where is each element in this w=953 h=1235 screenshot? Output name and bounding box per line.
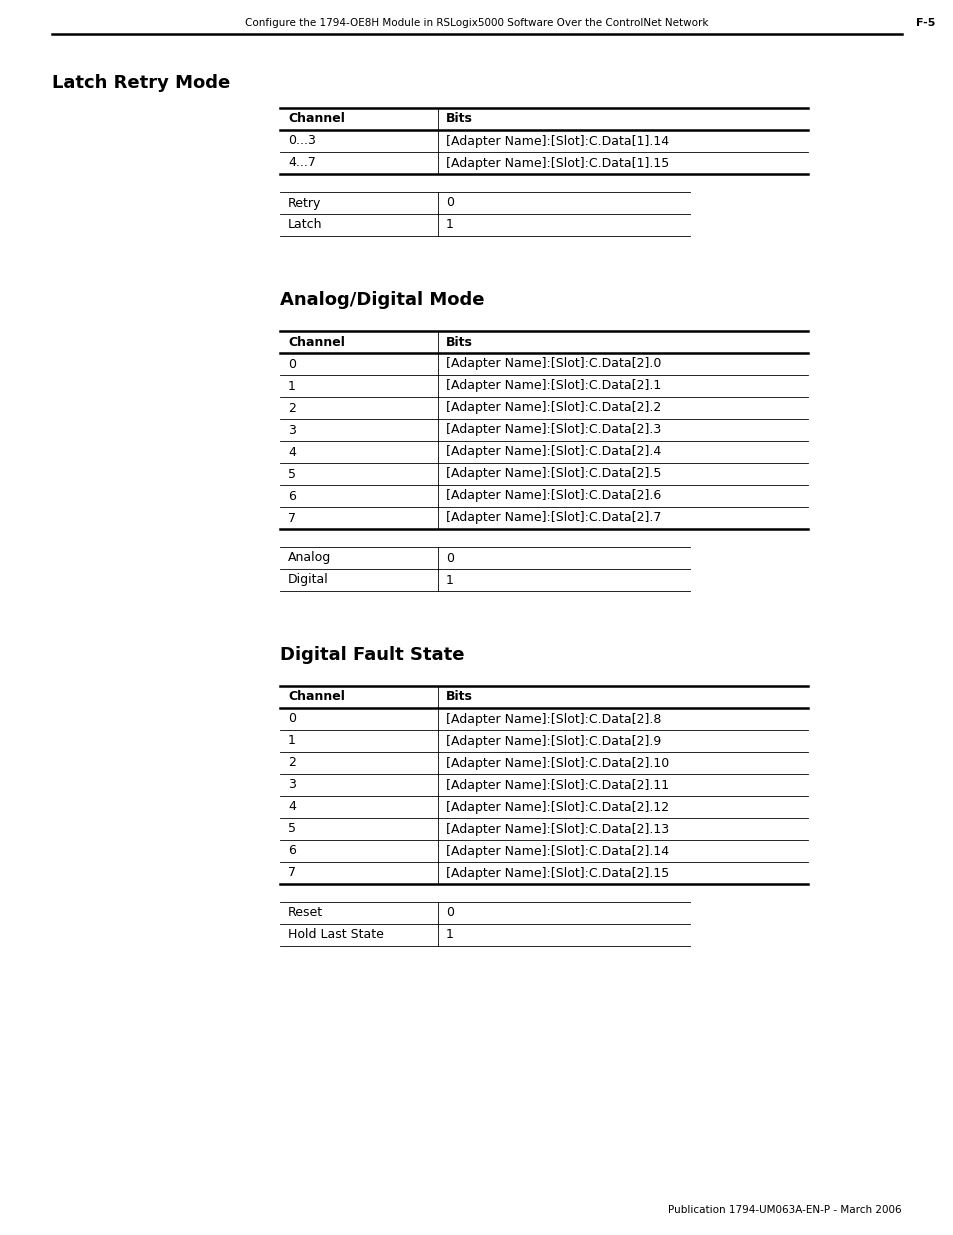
Text: [Adapter Name]:[Slot]:C.Data[2].9: [Adapter Name]:[Slot]:C.Data[2].9 — [446, 735, 660, 747]
Text: 7: 7 — [288, 867, 295, 879]
Text: Latch Retry Mode: Latch Retry Mode — [52, 74, 230, 91]
Text: Bits: Bits — [446, 336, 473, 348]
Text: 4: 4 — [288, 446, 295, 458]
Text: Analog/Digital Mode: Analog/Digital Mode — [280, 291, 484, 309]
Text: 0: 0 — [288, 713, 295, 725]
Text: 0...3: 0...3 — [288, 135, 315, 147]
Text: 5: 5 — [288, 823, 295, 836]
Text: 3: 3 — [288, 424, 295, 436]
Text: Digital: Digital — [288, 573, 329, 587]
Text: Bits: Bits — [446, 112, 473, 126]
Text: [Adapter Name]:[Slot]:C.Data[2].6: [Adapter Name]:[Slot]:C.Data[2].6 — [446, 489, 660, 503]
Text: [Adapter Name]:[Slot]:C.Data[2].3: [Adapter Name]:[Slot]:C.Data[2].3 — [446, 424, 660, 436]
Text: [Adapter Name]:[Slot]:C.Data[2].13: [Adapter Name]:[Slot]:C.Data[2].13 — [446, 823, 668, 836]
Text: [Adapter Name]:[Slot]:C.Data[2].10: [Adapter Name]:[Slot]:C.Data[2].10 — [446, 757, 669, 769]
Text: [Adapter Name]:[Slot]:C.Data[2].5: [Adapter Name]:[Slot]:C.Data[2].5 — [446, 468, 660, 480]
Text: Channel: Channel — [288, 112, 345, 126]
Text: Channel: Channel — [288, 690, 345, 704]
Text: 6: 6 — [288, 845, 295, 857]
Text: 1: 1 — [288, 735, 295, 747]
Text: Channel: Channel — [288, 336, 345, 348]
Text: Bits: Bits — [446, 690, 473, 704]
Text: [Adapter Name]:[Slot]:C.Data[2].2: [Adapter Name]:[Slot]:C.Data[2].2 — [446, 401, 660, 415]
Text: [Adapter Name]:[Slot]:C.Data[2].0: [Adapter Name]:[Slot]:C.Data[2].0 — [446, 357, 660, 370]
Text: 2: 2 — [288, 401, 295, 415]
Text: 7: 7 — [288, 511, 295, 525]
Text: 6: 6 — [288, 489, 295, 503]
Text: [Adapter Name]:[Slot]:C.Data[1].14: [Adapter Name]:[Slot]:C.Data[1].14 — [446, 135, 668, 147]
Text: Analog: Analog — [288, 552, 331, 564]
Text: [Adapter Name]:[Slot]:C.Data[2].7: [Adapter Name]:[Slot]:C.Data[2].7 — [446, 511, 660, 525]
Text: [Adapter Name]:[Slot]:C.Data[1].15: [Adapter Name]:[Slot]:C.Data[1].15 — [446, 157, 669, 169]
Text: 2: 2 — [288, 757, 295, 769]
Text: [Adapter Name]:[Slot]:C.Data[2].1: [Adapter Name]:[Slot]:C.Data[2].1 — [446, 379, 660, 393]
Text: [Adapter Name]:[Slot]:C.Data[2].15: [Adapter Name]:[Slot]:C.Data[2].15 — [446, 867, 669, 879]
Text: Configure the 1794-OE8H Module in RSLogix5000 Software Over the ControlNet Netwo: Configure the 1794-OE8H Module in RSLogi… — [245, 19, 708, 28]
Text: 1: 1 — [446, 219, 454, 231]
Text: 0: 0 — [446, 552, 454, 564]
Text: 1: 1 — [446, 573, 454, 587]
Text: Latch: Latch — [288, 219, 322, 231]
Text: [Adapter Name]:[Slot]:C.Data[2].4: [Adapter Name]:[Slot]:C.Data[2].4 — [446, 446, 660, 458]
Text: 1: 1 — [288, 379, 295, 393]
Text: Publication 1794-UM063A-EN-P - March 2006: Publication 1794-UM063A-EN-P - March 200… — [668, 1205, 901, 1215]
Text: 4: 4 — [288, 800, 295, 814]
Text: 3: 3 — [288, 778, 295, 792]
Text: F-5: F-5 — [915, 19, 934, 28]
Text: [Adapter Name]:[Slot]:C.Data[2].8: [Adapter Name]:[Slot]:C.Data[2].8 — [446, 713, 660, 725]
Text: Digital Fault State: Digital Fault State — [280, 646, 464, 664]
Text: Retry: Retry — [288, 196, 321, 210]
Text: 4...7: 4...7 — [288, 157, 315, 169]
Text: [Adapter Name]:[Slot]:C.Data[2].11: [Adapter Name]:[Slot]:C.Data[2].11 — [446, 778, 668, 792]
Text: 5: 5 — [288, 468, 295, 480]
Text: [Adapter Name]:[Slot]:C.Data[2].12: [Adapter Name]:[Slot]:C.Data[2].12 — [446, 800, 668, 814]
Text: [Adapter Name]:[Slot]:C.Data[2].14: [Adapter Name]:[Slot]:C.Data[2].14 — [446, 845, 668, 857]
Text: Hold Last State: Hold Last State — [288, 929, 383, 941]
Text: Reset: Reset — [288, 906, 323, 920]
Text: 1: 1 — [446, 929, 454, 941]
Text: 0: 0 — [288, 357, 295, 370]
Text: 0: 0 — [446, 196, 454, 210]
Text: 0: 0 — [446, 906, 454, 920]
